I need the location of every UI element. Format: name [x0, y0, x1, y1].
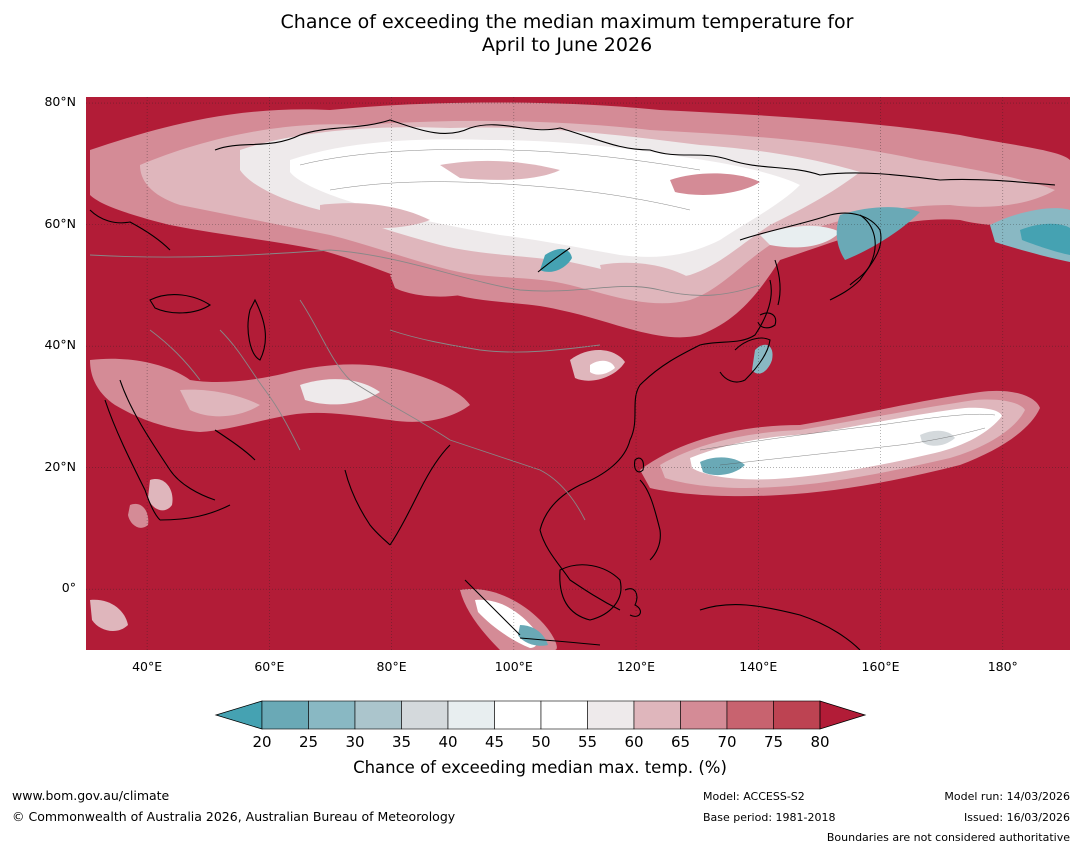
colorbar-box-4: [447, 700, 495, 730]
lon-tick-label: 160°E: [861, 659, 900, 674]
lon-tick-label: 180°: [987, 659, 1018, 674]
india-east: [389, 444, 451, 546]
colorbar-box-7: [587, 700, 635, 730]
lon-tick-label: 40°E: [132, 659, 163, 674]
baikal: [537, 247, 571, 273]
colorbar-level-label: 55: [577, 733, 598, 751]
south-asia-patches: [90, 344, 773, 528]
colorbar-box-1: [308, 700, 356, 730]
country-borders: [89, 249, 761, 521]
india-coast: [344, 469, 391, 546]
kamchatka: [849, 214, 876, 286]
colorbar-over-arrow: [819, 700, 867, 730]
model-run-label: Model run: 14/03/2026: [944, 790, 1070, 803]
colorbar-box-11: [773, 700, 821, 730]
arctic-coast: [214, 119, 1056, 186]
new-guinea: [699, 604, 861, 650]
probability-map: [86, 97, 1070, 650]
issued-label: Issued: 16/03/2026: [963, 811, 1070, 824]
persian-gulf: [214, 429, 256, 461]
colorbar-level-label: 50: [531, 733, 551, 751]
colorbar-box-5: [494, 700, 542, 730]
lat-tick-label: 40°N: [44, 337, 76, 353]
colorbar-level-label: 30: [345, 733, 365, 751]
lon-tick-label: 60°E: [254, 659, 285, 674]
colorbar-box-3: [401, 700, 449, 730]
colorbar-box-0: [261, 700, 309, 730]
boundaries-disclaimer: Boundaries are not considered authoritat…: [826, 831, 1070, 844]
colorbar-level-label: 20: [252, 733, 272, 751]
colorbar-box-10: [726, 700, 774, 730]
borneo: [559, 564, 622, 621]
colorbar-level-label: 45: [484, 733, 505, 751]
philippines: [639, 479, 661, 561]
coastlines: [89, 119, 1056, 650]
caspian: [247, 298, 266, 361]
colorbar-box-6: [540, 700, 588, 730]
colorbar-level-label: 40: [438, 733, 458, 751]
lat-tick-label: 20°N: [44, 458, 76, 474]
lat-tick-label: 60°N: [44, 215, 76, 231]
colorbar-level-label: 65: [670, 733, 691, 751]
east-asia-coast: [539, 279, 772, 531]
java: [519, 637, 601, 646]
colorbar-box-8: [633, 700, 681, 730]
colorbar-level-label: 70: [717, 733, 737, 751]
website-link[interactable]: www.bom.gov.au/climate: [12, 788, 170, 803]
colorbar-level-label: 60: [624, 733, 644, 751]
sumatra: [464, 579, 521, 636]
colorbar-level-label: 80: [810, 733, 830, 751]
colorbar-under-arrow: [214, 700, 263, 730]
lat-tick-label: 0°: [61, 580, 76, 596]
model-label: Model: ACCESS-S2: [703, 790, 805, 803]
colorbar-box-2: [354, 700, 402, 730]
indochina: [539, 529, 621, 611]
colorbar: [214, 700, 867, 730]
map-title-line1: Chance of exceeding the median maximum t…: [280, 11, 854, 33]
contour-lines: [299, 149, 996, 466]
africa-horn: [159, 504, 231, 521]
northern-asia-patches: [90, 102, 1070, 338]
black-sea: [149, 294, 211, 314]
okhotsk-coast: [739, 212, 882, 301]
lon-tick-label: 140°E: [739, 659, 778, 674]
lon-tick-label: 80°E: [376, 659, 407, 674]
colorbar-title: Chance of exceeding median max. temp. (%…: [353, 758, 727, 777]
colorbar-level-label: 35: [391, 733, 412, 751]
colorbar-level-label: 75: [763, 733, 784, 751]
japan: [719, 337, 771, 383]
lat-tick-label: 80°N: [44, 94, 76, 110]
europe-coast: [89, 209, 171, 251]
hokkaido: [757, 312, 777, 329]
gridlines: [86, 97, 1070, 650]
base-period-label: Base period: 1981-2018: [703, 811, 836, 824]
colorbar-box-9: [680, 700, 728, 730]
taiwan: [634, 457, 644, 473]
map-title-line2: April to June 2026: [481, 34, 653, 56]
lon-tick-label: 120°E: [617, 659, 656, 674]
red-sea: [104, 399, 161, 521]
lon-tick-label: 100°E: [494, 659, 533, 674]
arabia-coast: [119, 379, 216, 501]
copyright-text: © Commonwealth of Australia 2026, Austra…: [12, 809, 456, 824]
colorbar-level-label: 25: [298, 733, 319, 751]
sakhalin: [774, 259, 781, 306]
